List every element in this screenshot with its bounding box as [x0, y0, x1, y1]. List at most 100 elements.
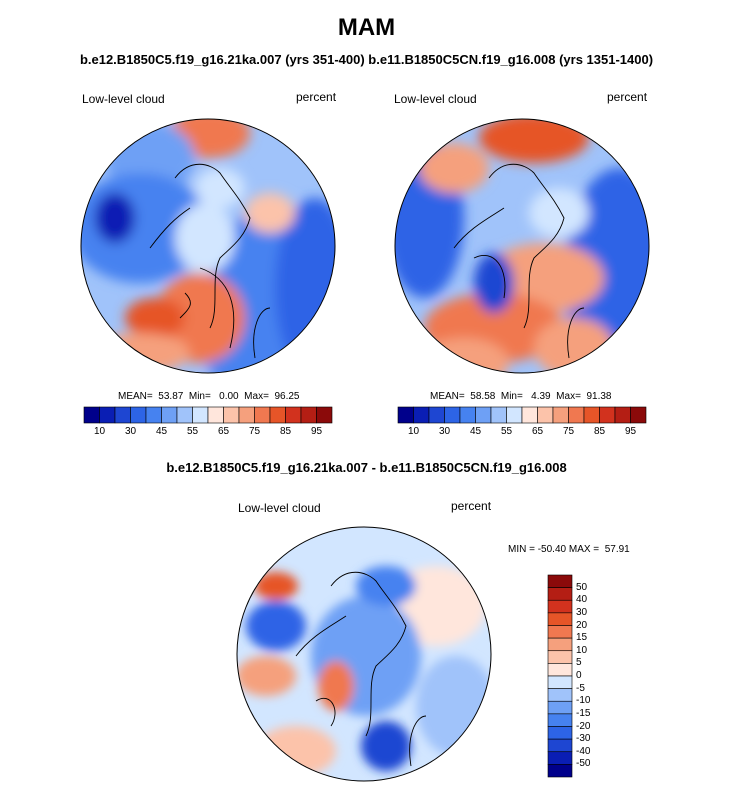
panel2-left-label: Low-level cloud: [394, 92, 477, 106]
colorbar-box: [176, 406, 193, 424]
colorbar-box: [300, 406, 317, 424]
colorbar-tick-label: -20: [576, 720, 591, 732]
diff-units-label: percent: [451, 499, 492, 513]
colorbar-tick-label: 10: [407, 426, 420, 437]
panel2-polar-map: [394, 118, 650, 374]
colorbar-box: [547, 625, 573, 639]
colorbar-tick-label: 20: [576, 619, 588, 631]
colorbar-box: [192, 406, 209, 424]
colorbar-box: [83, 406, 100, 424]
colorbar-tick-label: 95: [624, 426, 637, 437]
colorbar-box: [583, 406, 600, 424]
colorbar-tick-label: -40: [576, 745, 591, 757]
colorbar-tick-label: -10: [576, 695, 591, 707]
colorbar-box: [254, 406, 271, 424]
colorbar-box: [444, 406, 461, 424]
colorbar-box: [145, 406, 162, 424]
colorbar-tick-label: -30: [576, 733, 591, 745]
colorbar-tick-label: -50: [576, 758, 591, 770]
colorbar-box: [114, 406, 131, 424]
colorbar-box: [547, 599, 573, 614]
colorbar-box: [130, 406, 147, 424]
colorbar-box: [547, 587, 573, 601]
panel1-left-label: Low-level cloud: [82, 92, 165, 106]
colorbar-tick-label: 95: [310, 426, 323, 437]
colorbar-box: [99, 406, 116, 424]
colorbar-tick-label: 15: [576, 632, 588, 644]
colorbar-box: [547, 675, 573, 689]
colorbar-tick-label: -5: [576, 682, 585, 694]
colorbar-box: [161, 406, 178, 424]
colorbar-tick-label: 5: [576, 657, 582, 669]
colorbar-tick-label: 55: [500, 426, 513, 437]
panel2-units-label: percent: [607, 90, 648, 104]
colorbar-box: [547, 637, 573, 652]
colorbar-box: [269, 406, 286, 424]
colorbar-tick-label: 30: [124, 426, 137, 437]
panel2-stats: MEAN= 58.58 Min= 4.39 Max= 91.38: [430, 391, 612, 402]
panel1-polar-map: [80, 118, 336, 374]
colorbar-box: [547, 738, 573, 753]
colorbar-box: [428, 406, 445, 424]
colorbar-tick-label: 0: [576, 670, 582, 681]
colorbar-tick-label: 45: [155, 426, 168, 437]
panel1-units-label: percent: [296, 90, 337, 104]
colorbar-box: [547, 751, 573, 765]
difference-title: b.e12.B1850C5.f19_g16.21ka.007 - b.e11.B…: [166, 460, 567, 475]
colorbar-box: [547, 612, 573, 626]
colorbar-box: [630, 406, 647, 424]
colorbar-box: [397, 406, 414, 424]
colorbar-tick-label: 85: [593, 426, 606, 437]
panel2-colorbar-ticks: 10 30 45 55 65 75 85 95: [398, 426, 646, 440]
panel1-stats: MEAN= 53.87 Min= 0.00 Max= 96.25: [118, 391, 300, 402]
panel1-colorbar-ticks: 10 30 45 55 65 75 85 95: [84, 426, 332, 440]
colorbar-box: [547, 650, 573, 664]
plot-title: MAM: [337, 14, 396, 41]
colorbar-tick-label: 45: [469, 426, 482, 437]
cases-title: b.e12.B1850C5.f19_g16.21ka.007 (yrs 351-…: [79, 52, 654, 67]
colorbar-tick-label: 10: [93, 426, 106, 437]
colorbar-box: [475, 406, 492, 424]
colorbar-box: [568, 406, 585, 424]
colorbar-box: [547, 726, 573, 740]
colorbar-box: [521, 406, 538, 424]
colorbar-box: [614, 406, 631, 424]
colorbar-tick-label: 85: [279, 426, 292, 437]
colorbar-box: [547, 663, 573, 677]
difference-colorbar-ticks: 50 40 30 20 15 10 5 0 -5 -10 -15 -20 -30 -40 -50: [576, 575, 606, 777]
colorbar-tick-label: 10: [576, 644, 588, 656]
colorbar-box: [547, 764, 573, 778]
colorbar-tick-label: 75: [562, 426, 575, 437]
colorbar-box: [537, 406, 554, 424]
colorbar-box: [285, 406, 302, 424]
colorbar-box: [223, 406, 240, 424]
colorbar-box: [599, 406, 616, 424]
colorbar-tick-label: 40: [576, 594, 588, 606]
panel1-colorbar: [83, 406, 333, 424]
colorbar-box: [207, 406, 224, 424]
colorbar-tick-label: 50: [576, 581, 588, 593]
colorbar-box: [552, 406, 569, 424]
colorbar-tick-label: 30: [438, 426, 451, 437]
colorbar-tick-label: -15: [576, 707, 591, 719]
colorbar-box: [459, 406, 476, 424]
colorbar-box: [316, 406, 333, 424]
diff-left-label: Low-level cloud: [238, 501, 321, 515]
colorbar-tick-label: 55: [186, 426, 199, 437]
diff-stats: MIN = -50.40 MAX = 57.91: [508, 544, 630, 555]
colorbar-box: [547, 713, 573, 727]
difference-colorbar: [547, 574, 573, 778]
colorbar-box: [547, 574, 573, 588]
colorbar-box: [506, 406, 523, 424]
colorbar-box: [413, 406, 430, 424]
colorbar-tick-label: 65: [217, 426, 230, 437]
colorbar-box: [238, 406, 255, 424]
colorbar-box: [547, 688, 573, 702]
panel2-colorbar: [397, 406, 647, 424]
colorbar-tick-label: 75: [248, 426, 261, 437]
colorbar-box: [547, 700, 573, 715]
colorbar-tick-label: 30: [576, 606, 588, 618]
colorbar-tick-label: 65: [531, 426, 544, 437]
colorbar-box: [490, 406, 507, 424]
difference-polar-map: [236, 526, 492, 782]
